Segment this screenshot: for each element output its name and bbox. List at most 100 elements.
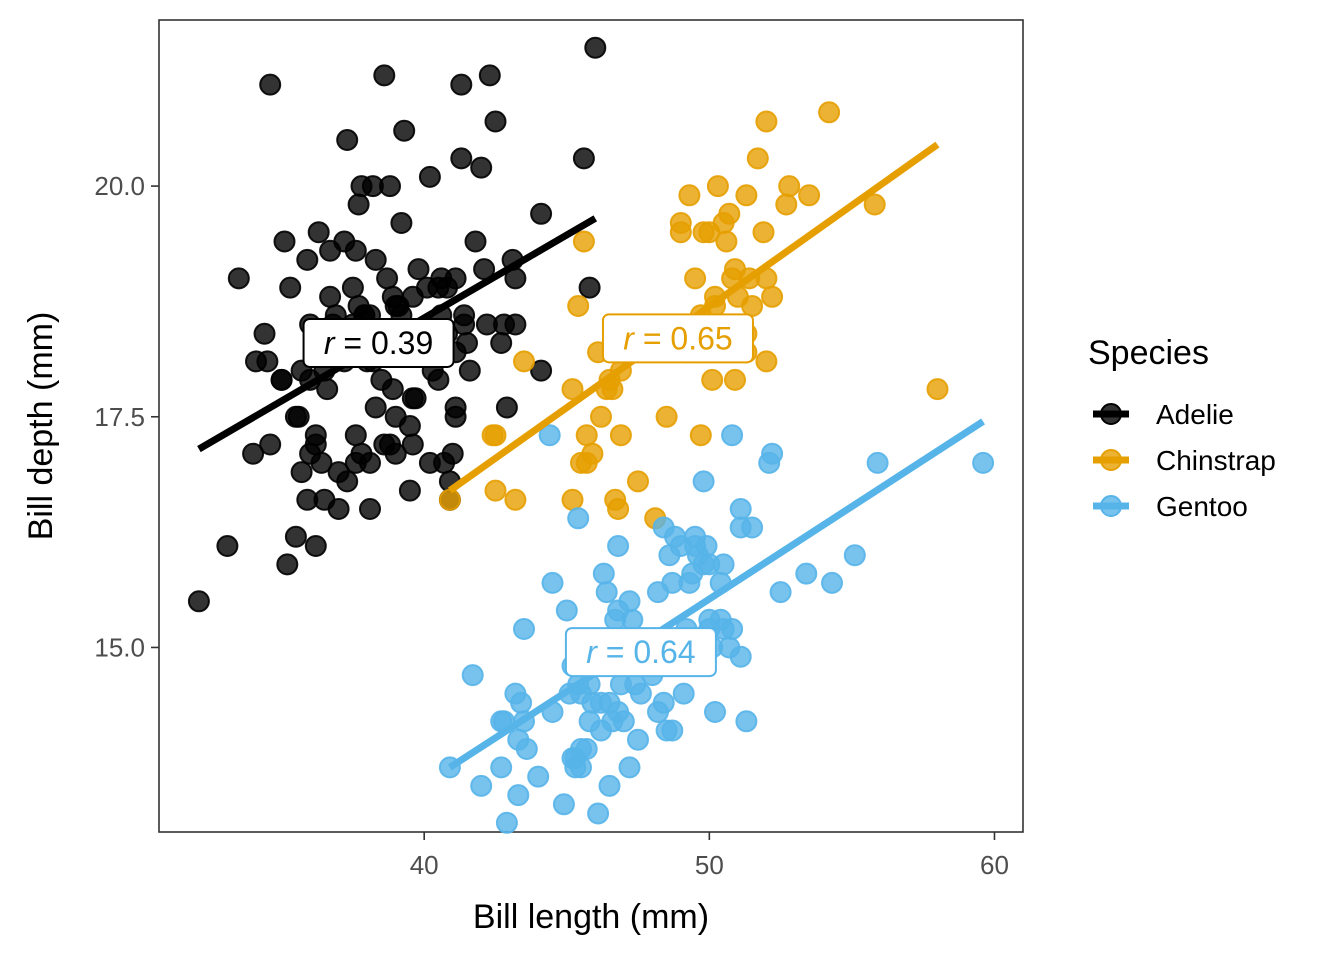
data-point-adelie <box>253 322 276 345</box>
correlation-label-text: r = 0.64 <box>586 634 695 670</box>
data-point-gentoo <box>552 793 575 816</box>
data-point-gentoo <box>843 544 866 567</box>
data-point-adelie <box>364 396 387 419</box>
data-point-adelie <box>379 175 401 198</box>
data-point-chinstrap <box>484 479 507 502</box>
data-point-chinstrap <box>575 424 598 447</box>
data-point-adelie <box>304 535 327 557</box>
correlation-label-box <box>564 627 717 678</box>
data-point-gentoo <box>555 599 578 622</box>
data-point-gentoo <box>507 784 530 807</box>
data-point-adelie <box>404 387 427 410</box>
data-point-gentoo <box>729 498 752 520</box>
data-point-adelie <box>530 202 553 225</box>
data-point-chinstrap <box>926 378 949 401</box>
data-point-adelie <box>187 590 210 613</box>
data-point-gentoo <box>607 535 630 557</box>
data-point-adelie <box>384 295 407 317</box>
data-point-chinstrap <box>689 424 712 447</box>
data-point-gentoo <box>587 802 610 825</box>
data-point-adelie <box>347 193 370 216</box>
data-point-gentoo <box>735 710 758 733</box>
r-symbol: r <box>623 320 635 356</box>
data-point-adelie <box>276 553 299 576</box>
r-symbol: r <box>324 325 336 361</box>
data-point-adelie <box>470 156 493 179</box>
data-point-chinstrap <box>567 295 590 317</box>
data-point-gentoo <box>821 571 843 594</box>
data-point-gentoo <box>612 710 635 733</box>
data-point-adelie <box>376 267 399 290</box>
data-point-adelie <box>344 424 367 447</box>
data-point-adelie <box>242 442 265 465</box>
data-point-adelie <box>279 276 302 299</box>
x-tick-label: 50 <box>695 850 724 880</box>
data-point-chinstrap <box>607 498 630 520</box>
data-point-gentoo <box>695 535 718 557</box>
data-point-adelie <box>381 378 404 401</box>
data-point-adelie <box>444 405 467 428</box>
correlation-label-text: r = 0.39 <box>324 325 433 361</box>
data-point-gentoo <box>795 562 818 585</box>
data-point-gentoo <box>621 608 644 631</box>
r-value: = 0.65 <box>634 320 733 356</box>
correlation-label-gentoo: r = 0.64 <box>564 627 717 678</box>
data-point-chinstrap <box>513 350 535 373</box>
data-point-adelie <box>464 230 487 253</box>
data-point-chinstrap <box>761 285 784 308</box>
data-point-chinstrap <box>863 193 886 216</box>
data-point-gentoo <box>470 774 493 797</box>
x-tick-label: 40 <box>410 850 439 880</box>
data-point-adelie <box>310 451 333 474</box>
data-point-adelie <box>572 147 595 170</box>
correlation-label-box <box>302 317 455 368</box>
data-point-gentoo <box>495 811 518 834</box>
data-point-adelie <box>256 350 279 373</box>
data-point-adelie <box>450 73 473 96</box>
data-point-chinstrap <box>504 488 527 511</box>
data-point-adelie <box>390 212 413 234</box>
data-point-gentoo <box>527 765 550 788</box>
data-point-gentoo <box>866 451 889 474</box>
data-point-adelie <box>304 433 327 456</box>
trend-line-gentoo <box>447 418 985 771</box>
data-point-gentoo <box>629 682 652 705</box>
data-point-adelie <box>398 415 421 437</box>
data-point-chinstrap <box>798 184 821 207</box>
correlation-label-box <box>601 313 754 364</box>
data-point-gentoo <box>972 451 995 474</box>
data-point-gentoo <box>592 562 615 585</box>
legend-items: Adelie Chinstrap Gentoo <box>1093 399 1276 522</box>
data-point-gentoo <box>538 424 561 447</box>
data-point-gentoo <box>513 618 535 640</box>
data-point-adelie <box>336 129 359 151</box>
data-point-gentoo <box>515 738 538 760</box>
data-point-chinstrap <box>684 267 707 290</box>
data-point-chinstrap <box>755 350 778 373</box>
legend-title: Species <box>1088 334 1209 372</box>
legend-key-point <box>1100 449 1122 471</box>
data-point-adelie <box>458 359 481 382</box>
data-point-gentoo <box>672 682 695 705</box>
data-point-chinstrap <box>627 470 649 493</box>
data-point-chinstrap <box>590 405 612 428</box>
data-point-gentoo <box>721 424 744 447</box>
data-point-chinstrap <box>778 175 801 198</box>
data-point-adelie <box>453 304 476 327</box>
data-point-adelie <box>287 405 310 428</box>
y-tick-label: 20.0 <box>94 171 145 201</box>
data-point-adelie <box>341 276 364 299</box>
data-point-chinstrap <box>438 488 461 511</box>
data-point-adelie <box>401 433 424 456</box>
data-point-chinstrap <box>755 110 778 133</box>
data-point-gentoo <box>704 701 726 723</box>
data-point-gentoo <box>741 516 764 539</box>
data-point-gentoo <box>729 645 752 668</box>
data-point-adelie <box>227 267 250 290</box>
r-symbol: r <box>586 634 598 670</box>
data-point-gentoo <box>652 691 675 714</box>
data-point-chinstrap <box>561 488 584 511</box>
y-axis: 15.0 17.5 20.0 <box>94 171 159 662</box>
data-point-gentoo <box>510 691 533 714</box>
